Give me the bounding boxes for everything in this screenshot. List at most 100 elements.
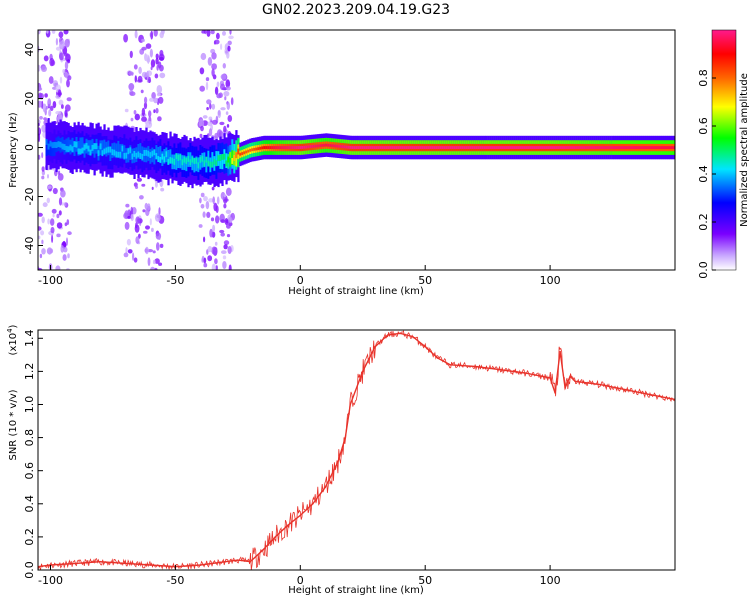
colorbar-frame (711, 29, 737, 271)
spectral-ridge-mark (67, 146, 70, 153)
spectral-ridge-mark (267, 146, 270, 149)
snr-data-point (649, 393, 651, 396)
spectral-ridge-mark (195, 156, 198, 172)
spectral-speckle (123, 33, 128, 43)
snr-data-point (424, 345, 427, 348)
spectral-ridge-mark (105, 147, 108, 154)
spectral-speckle (47, 98, 52, 108)
spectral-ridge-mark (447, 146, 450, 149)
spectral-speckle (148, 110, 152, 118)
spectral-speckle (143, 230, 148, 234)
spectral-speckle (220, 43, 223, 50)
spectral-speckle (64, 202, 67, 207)
spectrogram-x-tick-label: 100 (540, 274, 561, 287)
spectral-speckle (38, 87, 43, 91)
spectral-ridge-mark (309, 145, 312, 149)
spectral-speckle (132, 252, 135, 261)
spectral-ridge-mark (63, 144, 66, 150)
spectral-speckle (131, 207, 137, 215)
spectral-ridge-mark (353, 146, 356, 149)
spectral-speckle (210, 30, 215, 35)
spectral-ridge-mark (377, 146, 380, 149)
spectral-speckle (42, 103, 47, 113)
spectral-ridge-mark (553, 146, 556, 149)
spectral-ridge-mark (383, 146, 386, 149)
spectrogram-frame (37, 29, 676, 271)
spectral-speckle (159, 64, 164, 72)
spectral-ridge-mark (187, 156, 190, 162)
spectrogram-y-tick-label: 0 (23, 144, 36, 151)
spectral-ridge-mark (223, 153, 226, 160)
spectral-ridge-mark (527, 146, 530, 149)
spectral-ridge-mark (555, 146, 558, 149)
spectral-ridge-mark (205, 157, 208, 173)
spectral-speckle (41, 166, 45, 172)
spectral-ridge-mark (307, 145, 310, 149)
spectral-ridge-mark (423, 146, 426, 149)
spectral-ridge-mark (229, 152, 232, 167)
spectral-ridge-mark (183, 155, 186, 171)
spectral-ridge-mark (581, 146, 584, 149)
spectral-ridge-mark (655, 146, 658, 149)
spectral-ridge-mark (125, 152, 128, 159)
snr-data-point (499, 368, 501, 371)
spectral-ridge-mark (213, 158, 216, 165)
snr-data-point (312, 503, 314, 505)
snr-data-point (624, 388, 626, 391)
spectral-speckle (48, 76, 54, 84)
snr-x-axis-label: Height of straight line (km) (288, 585, 424, 596)
spectral-speckle (159, 72, 166, 79)
spectral-ridge-mark (435, 146, 438, 149)
spectral-speckle (56, 222, 63, 229)
spectral-ridge-mark (515, 146, 518, 149)
spectral-ridge-mark (73, 141, 76, 156)
spectral-ridge-mark (79, 137, 82, 153)
spectral-ridge-mark (381, 146, 384, 149)
snr-y-multiplier-exp: 4 (6, 328, 14, 333)
spectral-speckle (226, 234, 231, 238)
spectral-speckle (155, 107, 159, 114)
spectral-ridge-mark (573, 146, 576, 149)
spectral-ridge-mark (315, 144, 318, 148)
spectral-speckle (147, 257, 151, 266)
snr-data-point (599, 383, 601, 386)
spectral-speckle (130, 117, 134, 122)
spectral-ridge-mark (49, 141, 52, 156)
spectral-ridge-mark (453, 146, 456, 149)
spectral-ridge-mark (637, 146, 640, 149)
spectral-ridge-mark (101, 140, 104, 155)
snr-data-point (549, 377, 551, 379)
spectral-speckle (203, 236, 206, 243)
spectral-speckle (144, 96, 148, 104)
colorbar-tick-label: 0.6 (697, 117, 710, 135)
snr-y-tick-label: 0.8 (23, 429, 36, 447)
spectral-speckle (59, 52, 64, 61)
spectral-ridge-mark (275, 146, 278, 149)
spectral-speckle (128, 83, 135, 91)
spectral-speckle (67, 253, 70, 259)
spectral-ridge-mark (89, 140, 92, 155)
spectral-ridge-mark (587, 146, 590, 149)
spectral-speckle (205, 77, 210, 82)
spectral-ridge-mark (177, 155, 180, 161)
snr-data-point (524, 372, 526, 374)
spectral-speckle (39, 93, 44, 100)
spectral-ridge-mark (115, 143, 118, 159)
spectral-speckle (55, 38, 59, 46)
spectrogram-x-tick-label: 0 (297, 274, 304, 287)
spectral-ridge-mark (289, 146, 292, 149)
spectral-ridge-mark (157, 156, 160, 162)
spectral-ridge-mark (333, 144, 336, 148)
spectral-ridge-mark (421, 146, 424, 149)
spectral-speckle (225, 50, 228, 54)
spectral-ridge-mark (467, 146, 470, 149)
snr-data-point (554, 392, 556, 394)
spectral-speckle (46, 197, 50, 204)
spectral-speckle (49, 57, 55, 67)
spectral-ridge-mark (79, 148, 82, 155)
spectral-ridge-mark (155, 145, 158, 160)
snr-data-point (474, 365, 477, 368)
spectral-ridge-mark (141, 153, 144, 160)
spectral-ridge-mark (203, 152, 206, 168)
spectral-ridge-mark (77, 141, 80, 156)
